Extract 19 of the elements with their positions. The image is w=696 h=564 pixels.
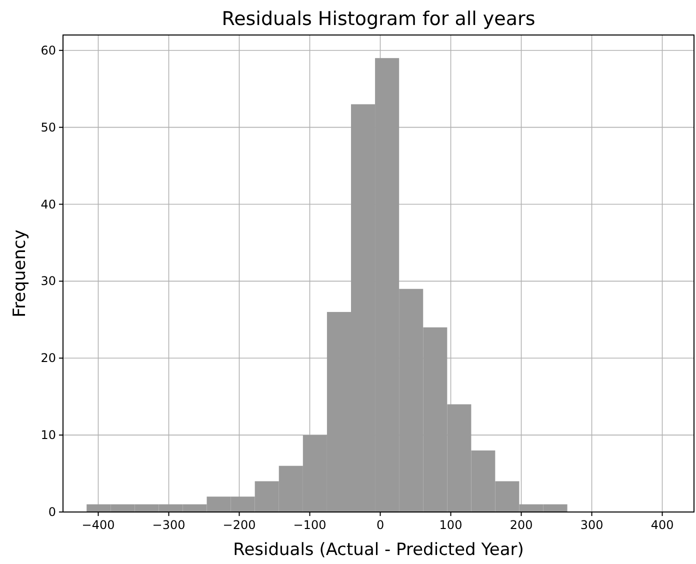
y-tick-label: 20 bbox=[40, 351, 56, 366]
y-tick-label: 0 bbox=[48, 505, 56, 519]
y-tick-label: 40 bbox=[40, 197, 56, 212]
x-tick-label: −400 bbox=[82, 518, 115, 532]
x-tick-label: 100 bbox=[439, 518, 462, 532]
x-tick-label: −200 bbox=[222, 518, 256, 532]
y-tick-label: 10 bbox=[40, 428, 56, 442]
x-tick-label: 0 bbox=[376, 518, 384, 532]
x-axis-title: Residuals (Actual - Predicted Year) bbox=[233, 540, 524, 560]
y-axis-title: Frequency bbox=[10, 230, 30, 318]
y-tick-label: 50 bbox=[40, 120, 56, 134]
x-tick-label: −100 bbox=[293, 518, 326, 532]
chart-title: Residuals Histogram for all years bbox=[222, 8, 536, 30]
y-tick-label: 30 bbox=[40, 274, 56, 288]
x-tick-label: 400 bbox=[650, 518, 674, 532]
x-tick-label: 300 bbox=[580, 518, 604, 532]
y-tick-label: 60 bbox=[40, 43, 56, 58]
x-tick-label: 200 bbox=[510, 518, 533, 532]
x-tick-label: −300 bbox=[152, 518, 186, 532]
